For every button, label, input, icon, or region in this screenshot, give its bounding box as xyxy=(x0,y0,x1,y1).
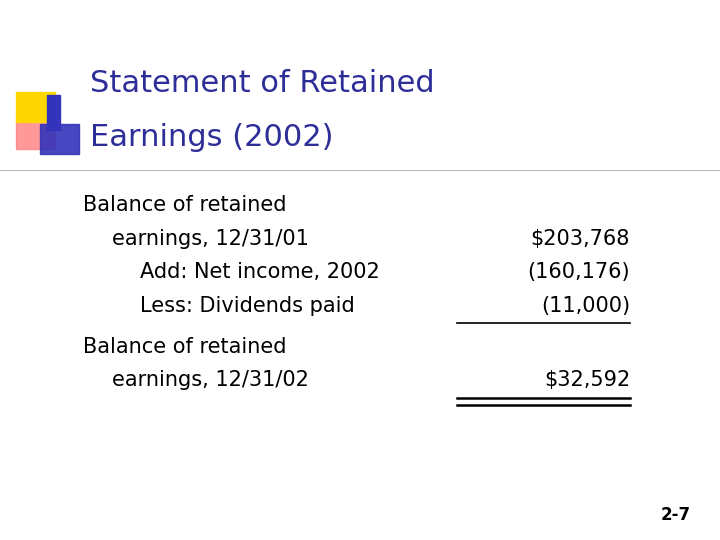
Text: (160,176): (160,176) xyxy=(527,262,630,282)
Text: Statement of Retained: Statement of Retained xyxy=(90,69,435,98)
Text: earnings, 12/31/01: earnings, 12/31/01 xyxy=(112,228,308,249)
Bar xyxy=(16,92,55,122)
Text: Add: Net income, 2002: Add: Net income, 2002 xyxy=(140,262,380,282)
Text: 2-7: 2-7 xyxy=(661,506,691,524)
Text: Earnings (2002): Earnings (2002) xyxy=(90,123,333,152)
Text: (11,000): (11,000) xyxy=(541,295,630,316)
Text: $32,592: $32,592 xyxy=(544,370,630,390)
Text: Balance of retained: Balance of retained xyxy=(83,195,287,215)
Text: Balance of retained: Balance of retained xyxy=(83,336,287,357)
Text: earnings, 12/31/02: earnings, 12/31/02 xyxy=(112,370,308,390)
Bar xyxy=(40,124,79,154)
Bar xyxy=(47,94,60,130)
Text: Less: Dividends paid: Less: Dividends paid xyxy=(140,295,355,316)
Bar xyxy=(16,119,55,148)
Text: $203,768: $203,768 xyxy=(531,228,630,249)
